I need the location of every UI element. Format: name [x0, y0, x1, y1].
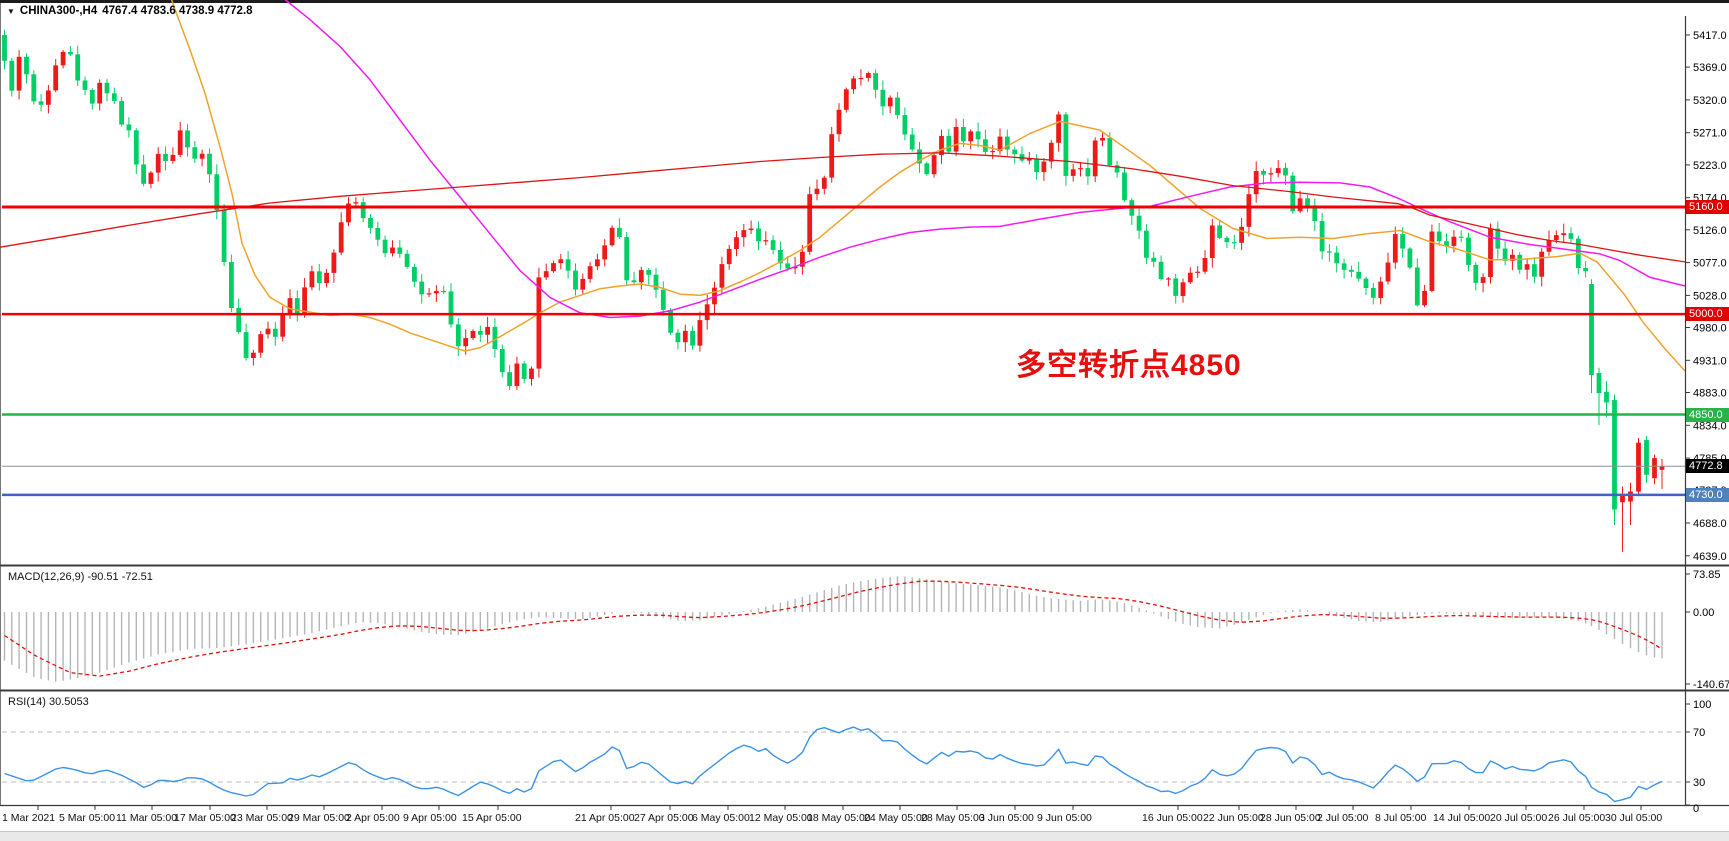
svg-text:1 Mar 2021: 1 Mar 2021: [2, 812, 55, 824]
svg-text:4931.0: 4931.0: [1693, 355, 1727, 367]
macd-indicator-label: MACD(12,26,9) -90.51 -72.51: [8, 571, 153, 583]
svg-text:70: 70: [1693, 727, 1705, 739]
svg-text:6 May 05:00: 6 May 05:00: [692, 812, 750, 824]
svg-text:4883.0: 4883.0: [1693, 388, 1727, 400]
svg-text:4688.0: 4688.0: [1693, 518, 1727, 530]
chart-title: ▼ CHINA300-,H4 4767.4 4783.6 4738.9 4772…: [7, 5, 253, 17]
price-level-badge-5000: 5000.0: [1686, 307, 1729, 321]
svg-text:8 Jul 05:00: 8 Jul 05:00: [1375, 812, 1427, 824]
svg-text:14 Jul 05:00: 14 Jul 05:00: [1433, 812, 1490, 824]
price-level-badge-4730: 4730.0: [1686, 488, 1729, 502]
svg-text:9 Apr 05:00: 9 Apr 05:00: [403, 812, 457, 824]
svg-text:5126.0: 5126.0: [1693, 225, 1727, 237]
svg-text:22 Jun 05:00: 22 Jun 05:00: [1203, 812, 1264, 824]
svg-text:100: 100: [1693, 699, 1711, 711]
svg-text:5320.0: 5320.0: [1693, 95, 1727, 107]
macd-signal-line: [4, 580, 1663, 677]
price-level-badge-5160: 5160.0: [1686, 200, 1729, 214]
window-left-edge: [0, 3, 1, 806]
svg-text:2 Jul 05:00: 2 Jul 05:00: [1317, 812, 1369, 824]
svg-text:30 Jul 05:00: 30 Jul 05:00: [1605, 812, 1662, 824]
bottom-scroll-strip[interactable]: [0, 831, 1729, 841]
svg-text:2 Apr 05:00: 2 Apr 05:00: [346, 812, 400, 824]
price-axis-ticks: 5417.05369.05320.05271.05223.05174.05126…: [1685, 30, 1727, 563]
symbol-timeframe-label: CHINA300-,H4: [19, 5, 98, 17]
svg-text:5077.0: 5077.0: [1693, 258, 1727, 270]
price-level-badge-4850: 4850.0: [1686, 408, 1729, 422]
window-top-edge: [0, 0, 1729, 3]
macd-histogram: [3, 576, 1663, 682]
svg-text:5 Mar 05:00: 5 Mar 05:00: [59, 812, 115, 824]
rsi-line: [4, 726, 1663, 803]
svg-text:73.85: 73.85: [1693, 569, 1721, 581]
svg-text:0.00: 0.00: [1693, 607, 1714, 619]
current-price-badge: 4772.8: [1686, 459, 1729, 473]
svg-text:30: 30: [1693, 777, 1705, 789]
svg-text:17 Mar 05:00: 17 Mar 05:00: [174, 812, 236, 824]
svg-text:5028.0: 5028.0: [1693, 290, 1727, 302]
svg-text:9 Jun 05:00: 9 Jun 05:00: [1037, 812, 1092, 824]
svg-text:5417.0: 5417.0: [1693, 30, 1727, 42]
chart-annotation-text: 多空转折点4850: [1016, 349, 1242, 382]
svg-text:29 Mar 05:00: 29 Mar 05:00: [288, 812, 350, 824]
svg-text:4639.0: 4639.0: [1693, 551, 1727, 563]
macd-axis-ticks: 73.85 0.00 -140.67: [1685, 569, 1729, 691]
svg-text:18 May 05:00: 18 May 05:00: [807, 812, 871, 824]
svg-text:4980.0: 4980.0: [1693, 323, 1727, 335]
svg-text:11 Mar 05:00: 11 Mar 05:00: [116, 812, 177, 824]
svg-text:5369.0: 5369.0: [1693, 62, 1727, 74]
svg-text:16 Jun 05:00: 16 Jun 05:00: [1142, 812, 1203, 824]
ma-slow-red: [0, 152, 1686, 263]
svg-text:28 May 05:00: 28 May 05:00: [921, 812, 985, 824]
svg-text:21 Apr 05:00: 21 Apr 05:00: [575, 812, 635, 824]
svg-text:12 May 05:00: 12 May 05:00: [749, 812, 813, 824]
candlesticks: [2, 29, 1665, 552]
svg-text:5271.0: 5271.0: [1693, 128, 1727, 140]
ohlc-values: 4767.4 4783.6 4738.9 4772.8: [102, 5, 253, 17]
svg-text:15 Apr 05:00: 15 Apr 05:00: [462, 812, 522, 824]
svg-text:3 Jun 05:00: 3 Jun 05:00: [979, 812, 1034, 824]
svg-text:20 Jul 05:00: 20 Jul 05:00: [1490, 812, 1547, 824]
rsi-axis-ticks: 100 70 30 0: [1685, 699, 1711, 815]
svg-text:23 Mar 05:00: 23 Mar 05:00: [231, 812, 293, 824]
svg-text:-140.67: -140.67: [1693, 679, 1729, 691]
svg-text:26 Jul 05:00: 26 Jul 05:00: [1548, 812, 1605, 824]
svg-text:24 May 05:00: 24 May 05:00: [864, 812, 928, 824]
chevron-down-icon[interactable]: ▼: [7, 6, 15, 16]
svg-text:27 Apr 05:00: 27 Apr 05:00: [634, 812, 694, 824]
svg-text:5223.0: 5223.0: [1693, 160, 1727, 172]
rsi-indicator-label: RSI(14) 30.5053: [8, 696, 89, 708]
svg-text:0: 0: [1693, 803, 1699, 815]
svg-text:28 Jun 05:00: 28 Jun 05:00: [1260, 812, 1321, 824]
svg-text:4834.0: 4834.0: [1693, 420, 1727, 432]
